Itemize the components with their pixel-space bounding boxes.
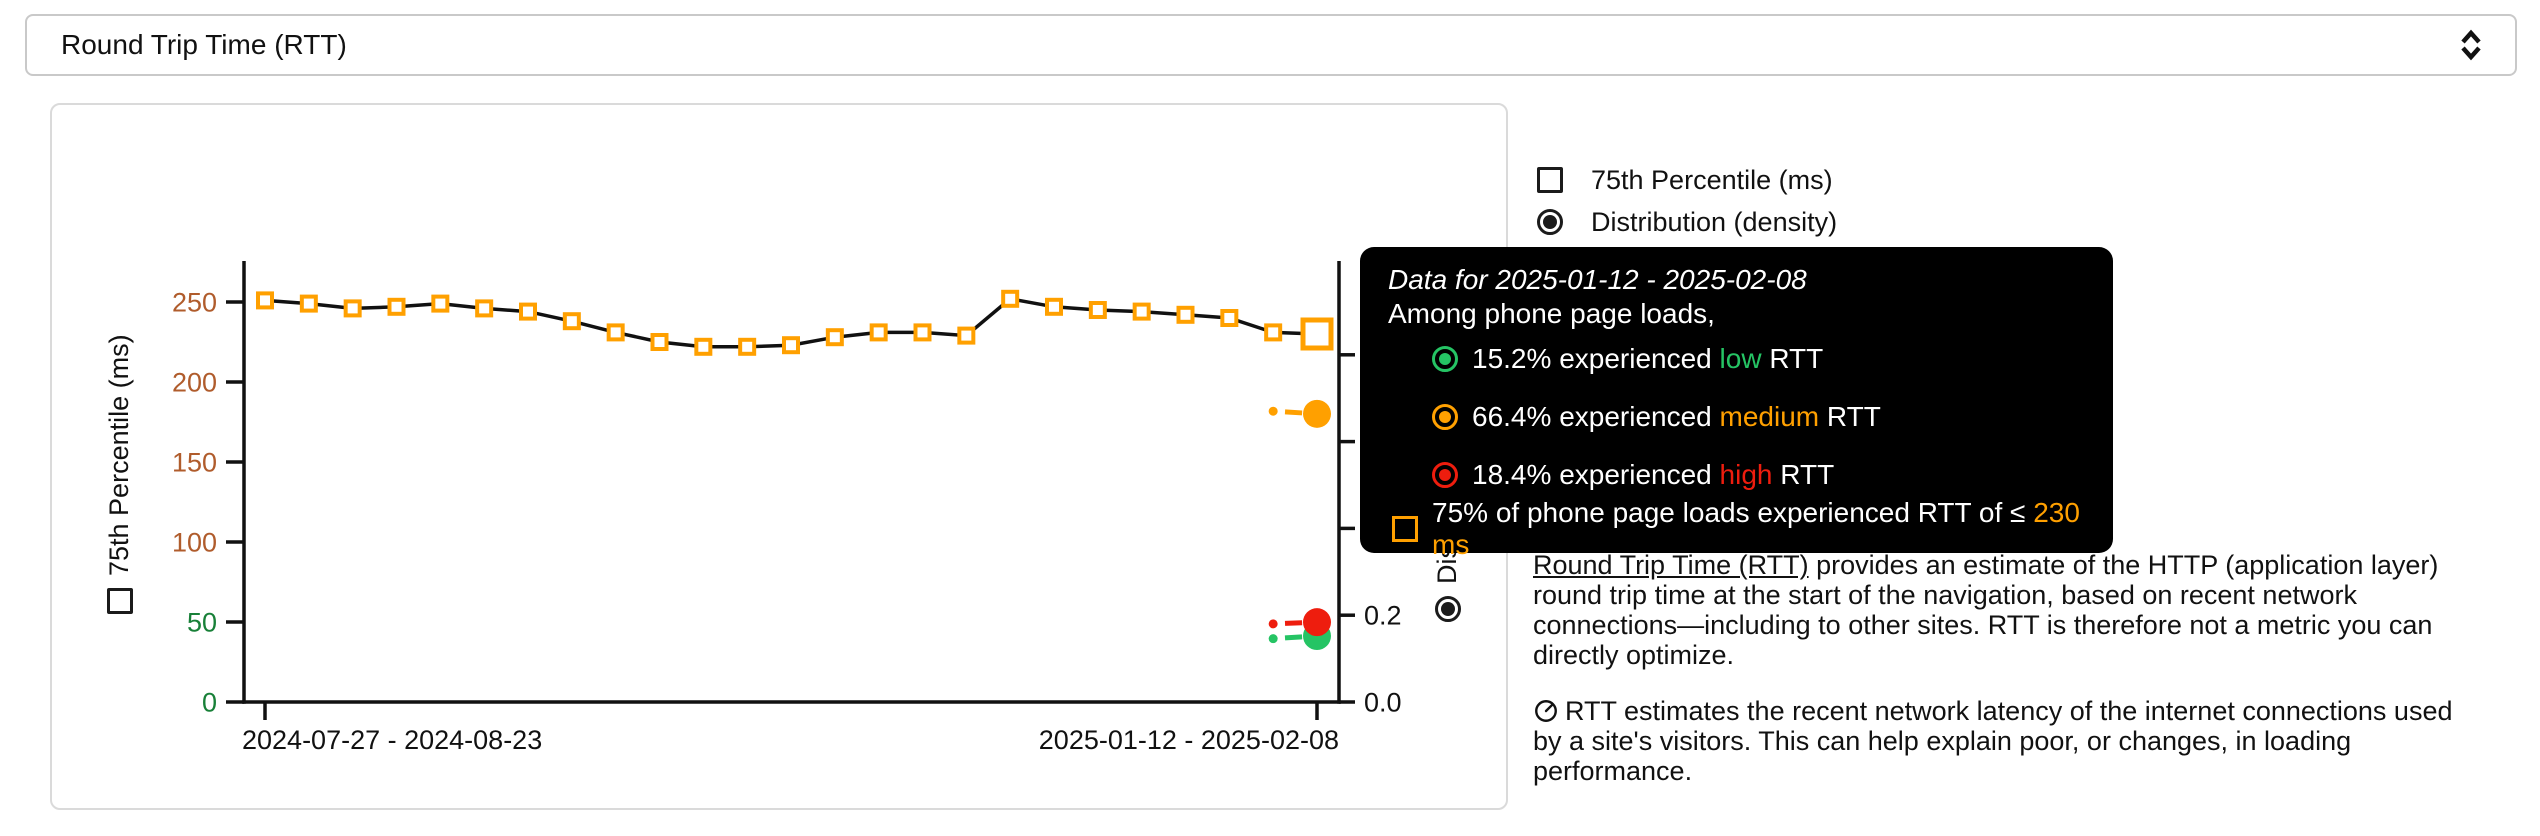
radio-checked-icon[interactable] xyxy=(1537,209,1563,235)
checkbox-icon[interactable] xyxy=(1537,167,1563,193)
tooltip-rows: 15.2% experienced low RTT 66.4% experien… xyxy=(1432,341,2087,493)
metric-selector[interactable]: Round Trip Time (RTT) xyxy=(25,14,2517,76)
rtt-history-chart[interactable]: 2502001501005000.80.60.40.20.02024-07-27… xyxy=(52,105,1510,812)
description-paragraph-2: RTT estimates the recent network latency… xyxy=(1533,696,2453,786)
tooltip-title: Data for 2025-01-12 - 2025-02-08 xyxy=(1388,264,1807,295)
unfold-more-icon xyxy=(2461,29,2481,61)
legend-label: 75th Percentile (ms) xyxy=(1591,164,1833,195)
low-density-dot-icon xyxy=(1432,346,1458,372)
percentile-square-icon xyxy=(1392,516,1418,542)
medium-density-dot-icon xyxy=(1432,404,1458,430)
percentile-axis-checkbox-icon xyxy=(106,588,133,614)
svg-text:200: 200 xyxy=(172,368,217,398)
tooltip-row-medium: 66.4% experienced medium RTT xyxy=(1432,399,2087,435)
gauge-icon xyxy=(1535,700,1557,722)
left-axis-title: 75th Percentile (ms) xyxy=(104,334,135,614)
left-axis-title-text: 75th Percentile (ms) xyxy=(104,334,134,576)
chart-tooltip: Data for 2025-01-12 - 2025-02-08 Among p… xyxy=(1360,247,2113,560)
tooltip-row-text: 18.4% experienced high RTT xyxy=(1472,459,1835,490)
tooltip-percentile-row: 75% of phone page loads experienced RTT … xyxy=(1392,497,2087,560)
metric-selector-label: Round Trip Time (RTT) xyxy=(61,29,347,60)
svg-text:0.0: 0.0 xyxy=(1364,688,1402,718)
svg-text:2024-07-27 - 2024-08-23: 2024-07-27 - 2024-08-23 xyxy=(242,725,542,755)
description-paragraph-1: Round Trip Time (RTT) provides an estima… xyxy=(1533,550,2439,670)
svg-text:0: 0 xyxy=(202,688,217,718)
svg-text:150: 150 xyxy=(172,448,217,478)
tooltip-row-text: 15.2% experienced low RTT xyxy=(1472,343,1824,374)
svg-text:100: 100 xyxy=(172,528,217,558)
svg-text:2025-01-12 - 2025-02-08: 2025-01-12 - 2025-02-08 xyxy=(1039,725,1339,755)
tooltip-footer-text: 75% of phone page loads experienced RTT … xyxy=(1432,497,2080,560)
tooltip-row-text: 66.4% experienced medium RTT xyxy=(1472,401,1881,432)
rtt-doc-link[interactable]: Round Trip Time (RTT) xyxy=(1533,550,1809,580)
legend-item-75th-percentile[interactable]: 75th Percentile (ms) xyxy=(1537,164,1837,195)
series-legend: 75th Percentile (ms) Distribution (densi… xyxy=(1537,164,1838,237)
distribution-axis-radio-icon xyxy=(1434,596,1461,622)
chart-card: 2502001501005000.80.60.40.20.02024-07-27… xyxy=(50,103,1508,810)
legend-item-distribution[interactable]: Distribution (density) xyxy=(1537,206,1838,237)
tooltip-row-high: 18.4% experienced high RTT xyxy=(1432,457,2087,493)
svg-text:50: 50 xyxy=(187,608,217,638)
svg-text:0.2: 0.2 xyxy=(1364,601,1402,631)
tooltip-subtitle: Among phone page loads, xyxy=(1388,298,1715,329)
svg-text:250: 250 xyxy=(172,288,217,318)
metric-description: Round Trip Time (RTT) provides an estima… xyxy=(1533,550,2478,786)
legend-label: Distribution (density) xyxy=(1591,206,1838,237)
tooltip-row-low: 15.2% experienced low RTT xyxy=(1432,341,2087,377)
high-density-dot-icon xyxy=(1432,462,1458,488)
